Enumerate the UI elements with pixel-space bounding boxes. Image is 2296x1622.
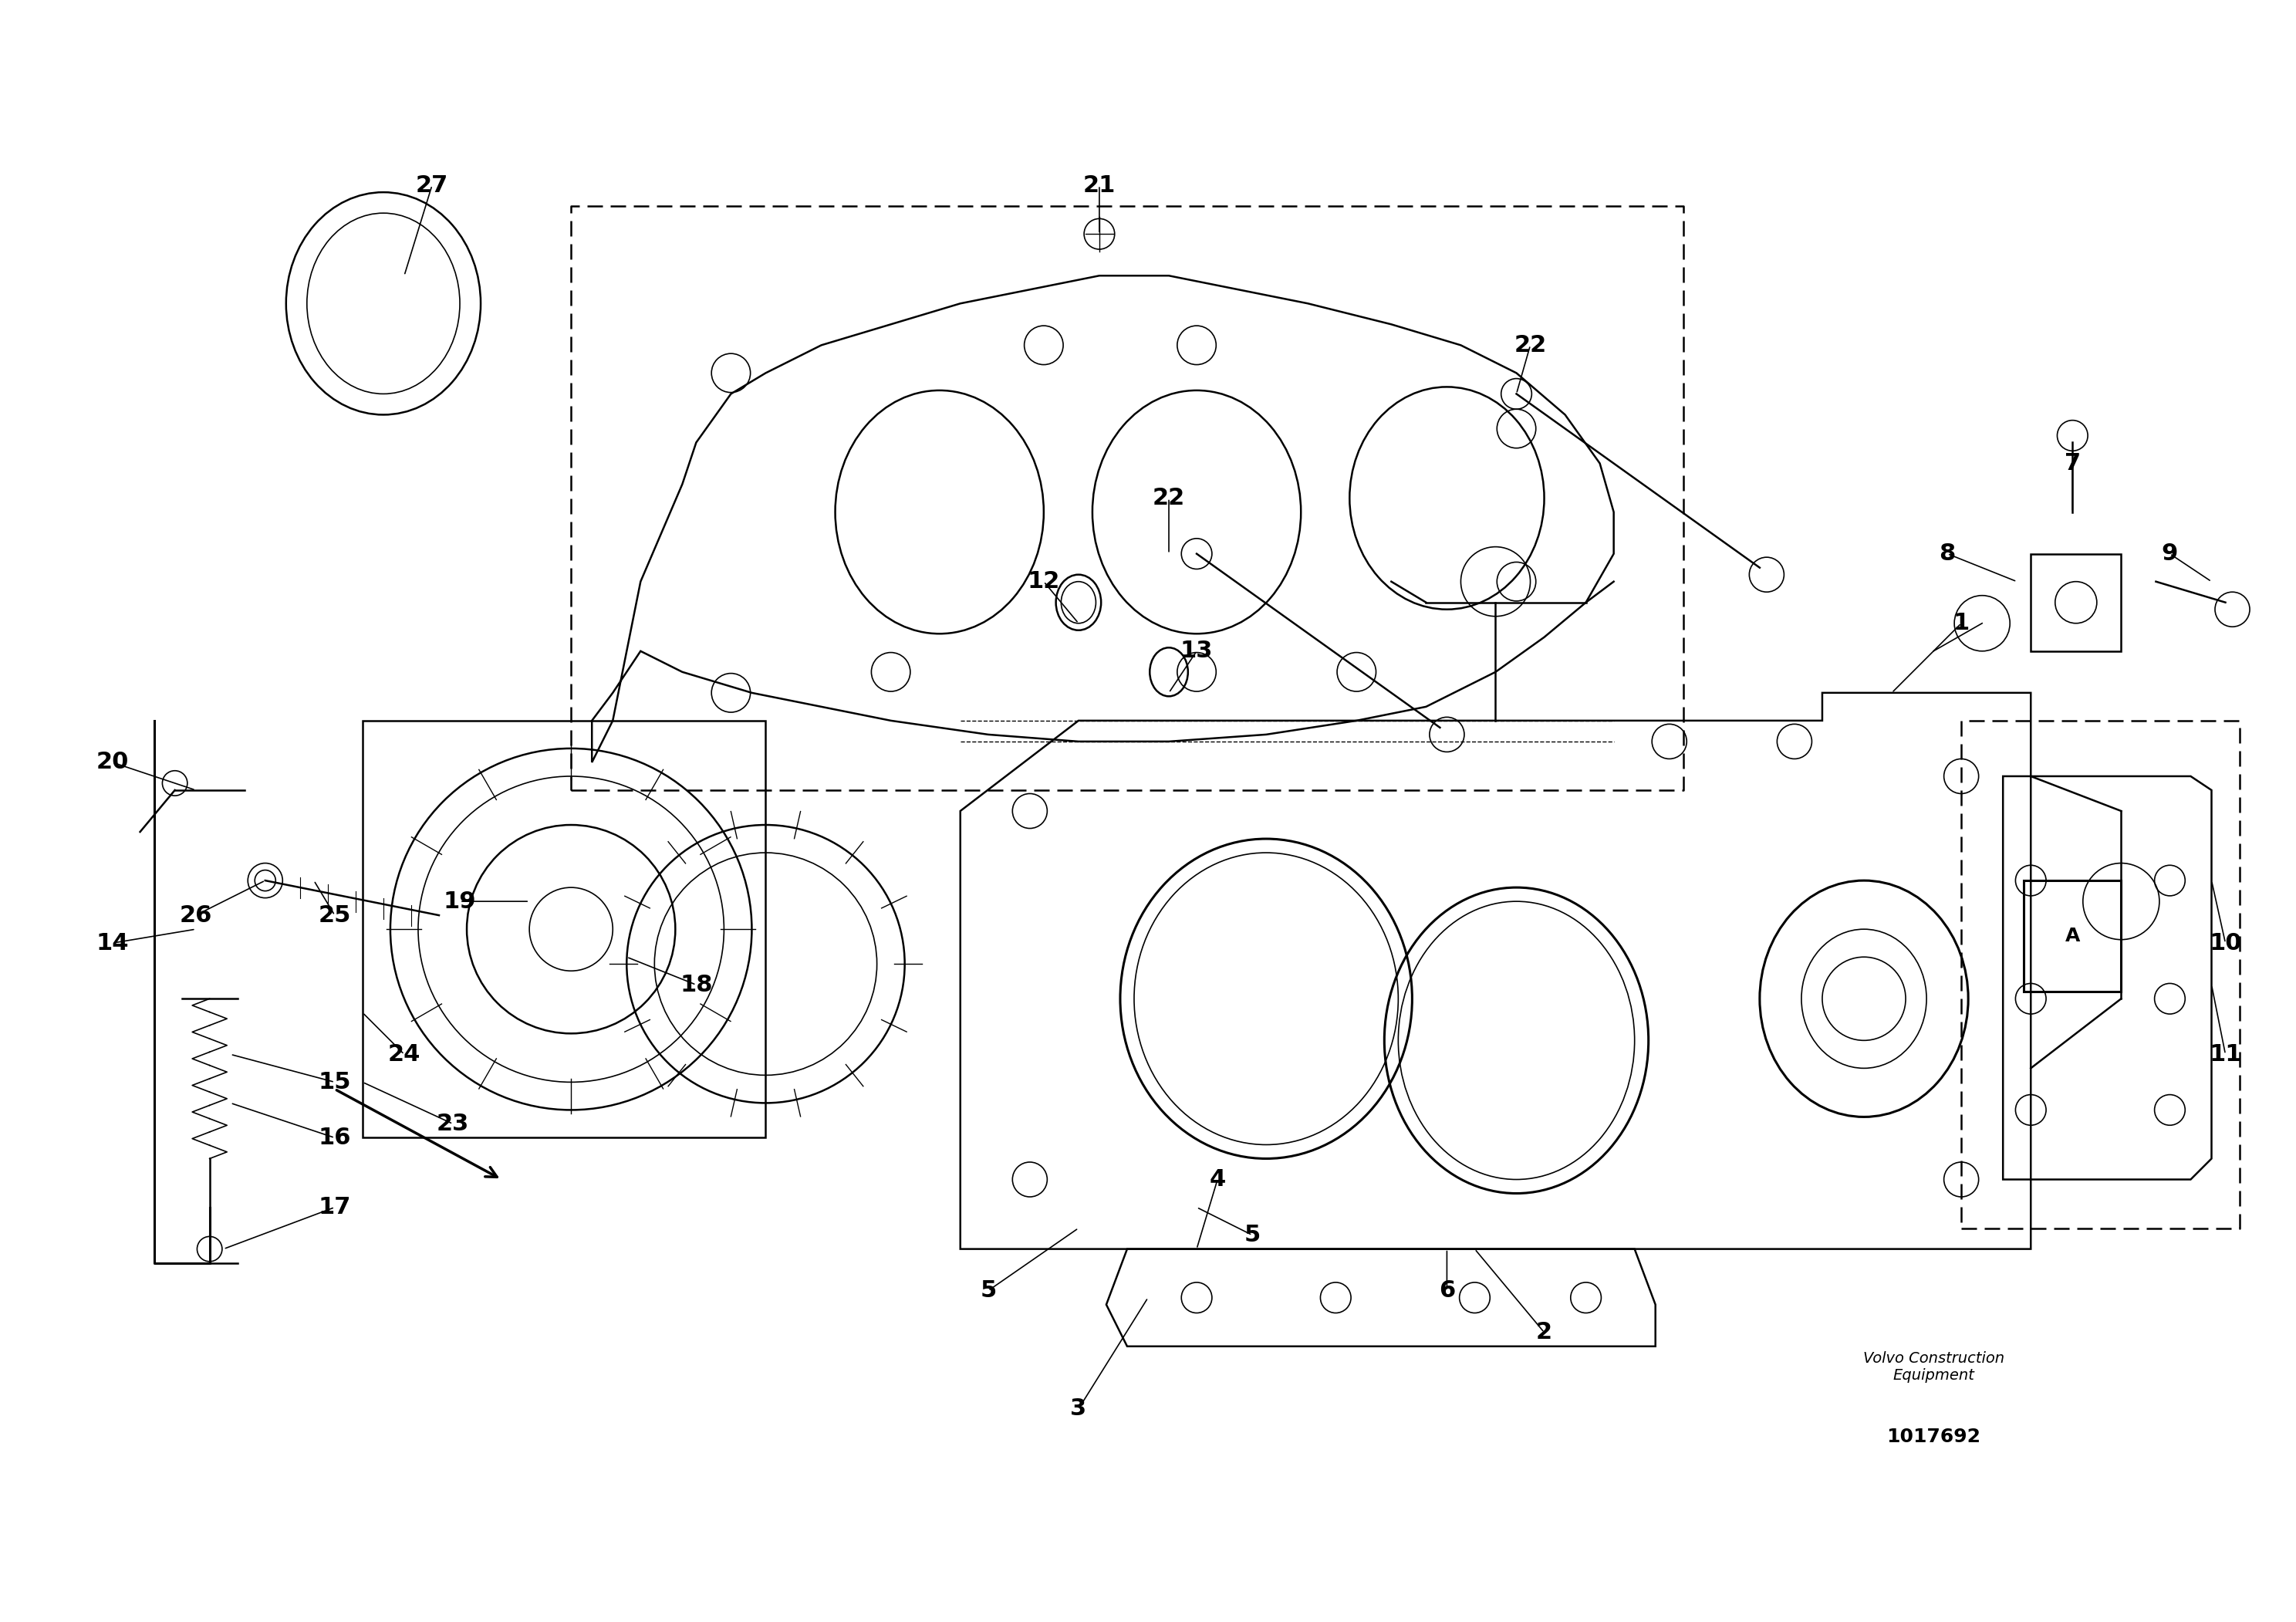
Text: 6: 6 — [1440, 1280, 1456, 1302]
Text: 17: 17 — [319, 1195, 351, 1218]
Text: 5: 5 — [1244, 1225, 1261, 1246]
Text: 13: 13 — [1180, 641, 1212, 662]
Text: 21: 21 — [1084, 174, 1116, 196]
Text: 9: 9 — [2161, 543, 2179, 564]
Text: 19: 19 — [443, 890, 475, 913]
Text: 5: 5 — [980, 1280, 996, 1302]
Text: 15: 15 — [319, 1071, 351, 1093]
Text: 1: 1 — [1954, 611, 1970, 634]
Text: 12: 12 — [1026, 571, 1061, 592]
Text: 11: 11 — [2209, 1043, 2241, 1066]
Text: Volvo Construction
Equipment: Volvo Construction Equipment — [1862, 1351, 2004, 1384]
Text: 22: 22 — [1153, 487, 1185, 509]
Text: 24: 24 — [388, 1043, 420, 1066]
Text: 22: 22 — [1513, 334, 1548, 357]
Text: 7: 7 — [2064, 453, 2080, 475]
Text: 23: 23 — [436, 1113, 468, 1135]
Text: 16: 16 — [319, 1127, 351, 1148]
Text: 25: 25 — [319, 903, 351, 926]
Text: 8: 8 — [1940, 543, 1956, 564]
Text: 10: 10 — [2209, 933, 2241, 954]
Text: 1017692: 1017692 — [1887, 1427, 1981, 1445]
Text: 4: 4 — [1210, 1168, 1226, 1191]
Text: 3: 3 — [1070, 1398, 1086, 1421]
Text: 26: 26 — [179, 903, 211, 926]
Text: 20: 20 — [96, 751, 129, 774]
Text: A: A — [2064, 926, 2080, 946]
Text: 18: 18 — [680, 973, 712, 996]
Text: 27: 27 — [416, 174, 448, 196]
Text: 2: 2 — [1536, 1322, 1552, 1343]
Text: 14: 14 — [96, 933, 129, 954]
